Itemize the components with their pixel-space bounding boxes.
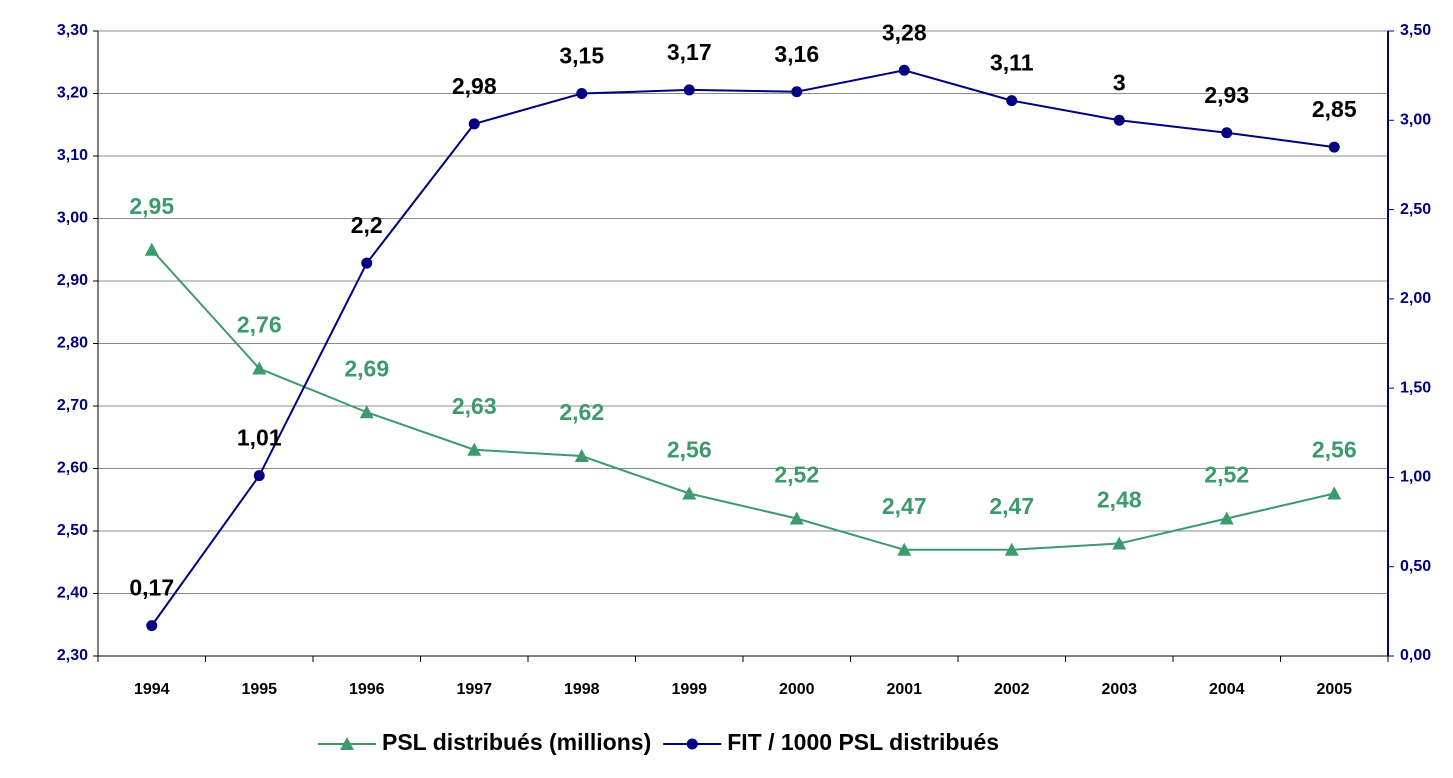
data-label: 2,62 [559,399,604,425]
y2-tick-label: 3,50 [1400,22,1431,39]
x-tick-label: 2003 [1101,681,1137,698]
marker [146,620,158,632]
data-label: 2,93 [1204,82,1249,108]
data-label: 2,2 [351,212,383,238]
data-label: 3,11 [990,50,1034,76]
data-label: 2,95 [129,193,174,219]
marker [898,64,910,76]
marker [897,542,912,556]
legend-marker [686,738,698,750]
series-line [150,69,1335,627]
marker [467,442,482,456]
marker [144,242,159,256]
y-tick-label: 2,60 [57,460,88,477]
marker [683,84,695,96]
data-label: 2,48 [1097,487,1142,513]
y2-tick-label: 0,00 [1400,647,1431,664]
y-tick-label: 3,00 [57,210,88,227]
x-tick-label: 1998 [564,681,600,698]
x-tick-label: 1997 [456,681,492,698]
data-label: 3,17 [667,39,712,65]
marker [359,405,374,419]
marker [252,361,267,375]
marker [682,486,697,500]
marker [1328,141,1340,153]
data-label: 3,28 [882,19,927,45]
marker [253,470,265,482]
data-label: 2,63 [452,393,497,419]
data-label: 3 [1113,69,1126,95]
marker [468,118,480,130]
x-tick-label: 2005 [1316,681,1352,698]
y-tick-label: 2,70 [57,397,88,414]
marker [1113,114,1125,126]
y-tick-label: 2,50 [57,522,88,539]
y2-tick-label: 1,00 [1400,469,1431,486]
y-tick-label: 2,40 [57,585,88,602]
data-label: 2,69 [344,355,389,381]
data-label: 3,15 [559,43,604,69]
data-label: 1,01 [237,425,282,451]
data-label: 0,17 [129,575,174,601]
x-tick-label: 1995 [241,681,277,698]
y-tick-label: 2,80 [57,335,88,352]
marker [1112,536,1127,550]
marker [789,511,804,525]
x-tick-label: 2000 [779,681,815,698]
legend-marker [340,737,354,750]
marker [1006,95,1018,107]
marker [791,86,803,98]
data-label: 2,47 [989,493,1034,519]
y2-tick-label: 2,00 [1400,290,1431,307]
x-tick-label: 1996 [349,681,385,698]
data-label: 2,56 [1312,437,1357,463]
y-tick-label: 3,10 [57,147,88,164]
y-tick-label: 2,90 [57,272,88,289]
marker [1221,127,1233,139]
series-line [151,249,1335,551]
marker [1004,542,1019,556]
data-label: 2,56 [667,437,712,463]
marker [1219,511,1234,525]
legend-label: FIT / 1000 PSL distribués [727,729,999,755]
legend-label: PSL distribués (millions) [382,729,651,755]
marker [361,257,373,269]
x-tick-label: 2002 [994,681,1030,698]
y2-tick-label: 3,00 [1400,112,1431,129]
y-tick-label: 2,30 [57,647,88,664]
y-tick-label: 3,20 [57,85,88,102]
marker [576,88,588,99]
x-tick-label: 2004 [1209,681,1245,698]
data-label: 2,98 [452,73,497,99]
x-tick-label: 1994 [134,681,170,698]
data-label: 2,76 [237,312,282,338]
x-tick-label: 2001 [886,681,922,698]
data-label: 2,47 [882,493,927,519]
marker [1327,486,1342,500]
y2-tick-label: 0,50 [1400,558,1431,575]
y-tick-label: 3,30 [57,22,88,39]
data-label: 3,16 [774,41,819,67]
marker [574,449,589,462]
x-tick-label: 1999 [671,681,707,698]
y2-tick-label: 1,50 [1400,379,1431,396]
data-label: 2,85 [1312,96,1357,122]
y2-tick-label: 2,50 [1400,201,1431,218]
data-label: 2,52 [1204,462,1249,488]
data-label: 2,52 [774,462,819,488]
